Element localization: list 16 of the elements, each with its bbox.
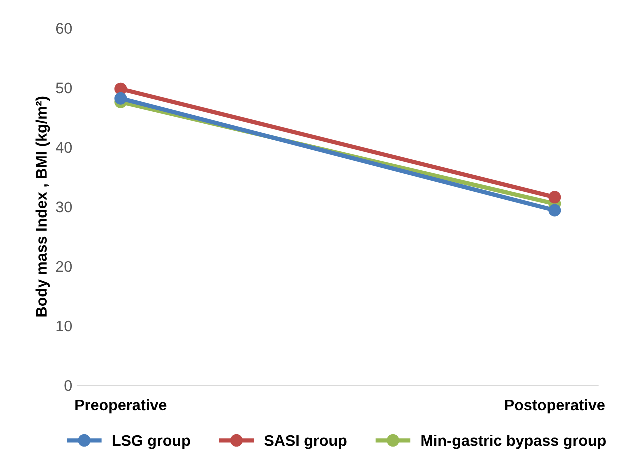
legend-label: LSG group <box>112 435 190 450</box>
y-tick-label: 20 <box>56 261 72 272</box>
point <box>548 191 562 204</box>
y-tick-label: 0 <box>64 380 72 392</box>
y-tick-label: 50 <box>56 82 72 94</box>
y-tick-label: 10 <box>56 320 72 332</box>
legend-label: SASI group <box>264 435 347 450</box>
x-tick-label: Postoperative <box>505 399 605 414</box>
legend-label: Min-gastric bypass group <box>422 434 606 450</box>
y-tick-label: 60 <box>56 23 72 34</box>
x-tick-label: Preoperative <box>76 399 167 414</box>
y-tick-label: 40 <box>56 142 72 154</box>
y-axis-title: Body mass Index , BMI (kg/m²) <box>36 96 50 317</box>
y-tick-label: 30 <box>56 202 72 213</box>
point <box>548 204 562 217</box>
point <box>114 92 128 105</box>
